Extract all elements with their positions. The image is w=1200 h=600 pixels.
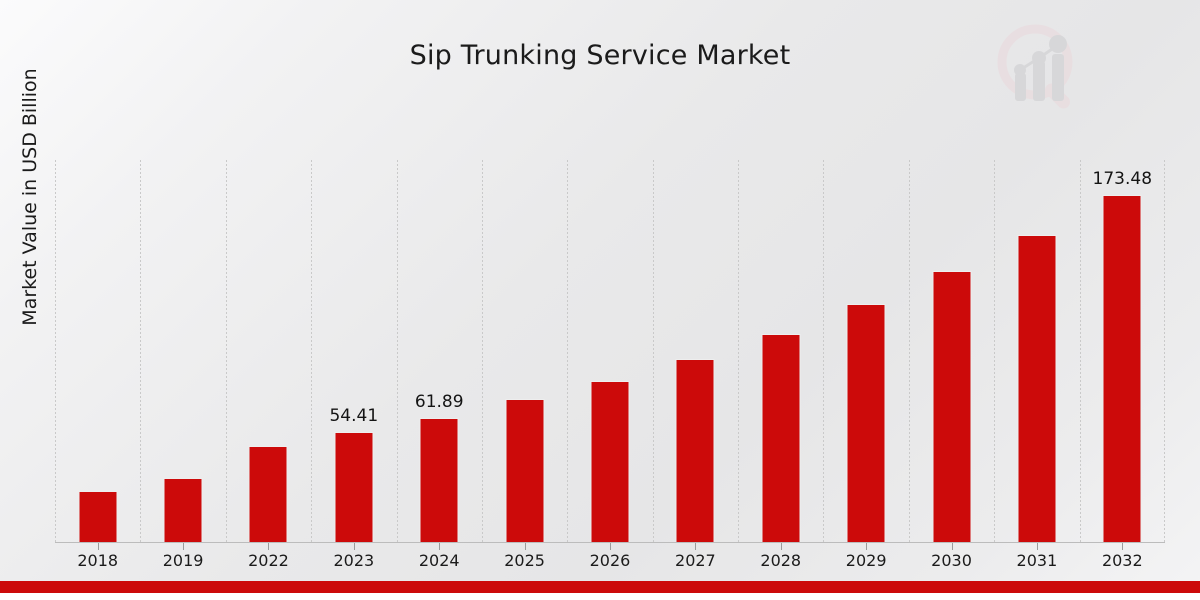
x-axis-tick: [353, 543, 355, 550]
gridline: [1079, 160, 1081, 543]
bar-group: [567, 160, 652, 543]
bar[interactable]: [846, 304, 886, 543]
bar[interactable]: [1102, 195, 1142, 543]
gridline: [994, 160, 996, 543]
x-axis-tick-label: 2030: [931, 551, 972, 570]
bar[interactable]: [78, 491, 118, 543]
x-axis-tick-label: 2028: [760, 551, 802, 570]
bar-group: [653, 160, 738, 543]
bar[interactable]: [505, 399, 545, 543]
gridline: [567, 160, 569, 543]
gridline: [738, 160, 740, 543]
gridline: [908, 160, 910, 543]
plot-area: 54.41 61.89 173.48: [55, 160, 1165, 543]
bar-group: [482, 160, 567, 543]
bar-group: [140, 160, 225, 543]
brand-logo-watermark: [988, 18, 1092, 122]
x-axis-tick-label: 2027: [675, 551, 716, 570]
gridline: [311, 160, 313, 543]
x-axis-tick: [866, 543, 868, 550]
chart-title: Sip Trunking Service Market: [409, 40, 791, 71]
x-axis-tick: [780, 543, 782, 550]
x-axis-tick-label: 2023: [333, 551, 375, 570]
bar-group: 173.48: [1080, 160, 1165, 543]
gridline: [55, 160, 56, 543]
bar-value-label: 173.48: [1092, 169, 1153, 189]
bar[interactable]: [334, 432, 374, 543]
x-axis-tick-label: 2019: [162, 551, 204, 570]
bar-group: [994, 160, 1079, 543]
x-axis-tick: [951, 543, 953, 550]
bar-group: [823, 160, 908, 543]
x-axis-tick: [439, 543, 441, 550]
bar-group: [55, 160, 140, 543]
bar-group: [738, 160, 823, 543]
magnifier-chart-icon: [997, 24, 1073, 109]
bar[interactable]: [248, 446, 288, 543]
gridline: [225, 160, 227, 543]
bar-group: [226, 160, 311, 543]
x-axis-tick: [524, 543, 526, 550]
x-axis-tick: [1122, 543, 1124, 550]
bar-value-label: 61.89: [414, 392, 464, 412]
bar[interactable]: [163, 478, 203, 543]
bottom-white-band: [0, 593, 1200, 600]
gridline: [140, 160, 142, 543]
gridline: [1164, 160, 1165, 543]
x-axis-tick-label: 2032: [1101, 551, 1143, 570]
bar[interactable]: [932, 271, 972, 543]
x-axis-tick-label: 2025: [504, 551, 545, 570]
bar[interactable]: [590, 381, 630, 543]
gridline: [823, 160, 825, 543]
bottom-accent-stripe: [0, 581, 1200, 593]
x-axis-tick-label: 2026: [589, 551, 631, 570]
y-axis-title: Market Value in USD Billion: [19, 68, 41, 326]
bar[interactable]: [419, 418, 459, 543]
x-axis-tick: [183, 543, 185, 550]
x-axis-tick: [268, 543, 270, 550]
x-axis-tick-label: 2031: [1016, 551, 1058, 570]
x-axis-tick-label: 2024: [418, 551, 460, 570]
x-axis-tick: [97, 543, 99, 550]
gridline: [396, 160, 398, 543]
bar-group: 54.41: [311, 160, 396, 543]
x-axis-tick: [695, 543, 697, 550]
bar-group: [909, 160, 994, 543]
x-axis-tick-label: 2018: [77, 551, 119, 570]
x-axis-tick: [1036, 543, 1038, 550]
bar[interactable]: [675, 359, 715, 543]
x-axis-tick-label: 2029: [845, 551, 887, 570]
x-axis-tick: [610, 543, 611, 550]
bar[interactable]: [1017, 235, 1057, 543]
gridline: [652, 160, 654, 543]
bar-value-label: 54.41: [329, 406, 379, 426]
x-axis-tick-label: 2022: [248, 551, 289, 570]
bar[interactable]: [761, 334, 801, 543]
gridline: [481, 160, 483, 543]
bar-group: 61.89: [397, 160, 482, 543]
x-axis-line: [55, 542, 1165, 543]
